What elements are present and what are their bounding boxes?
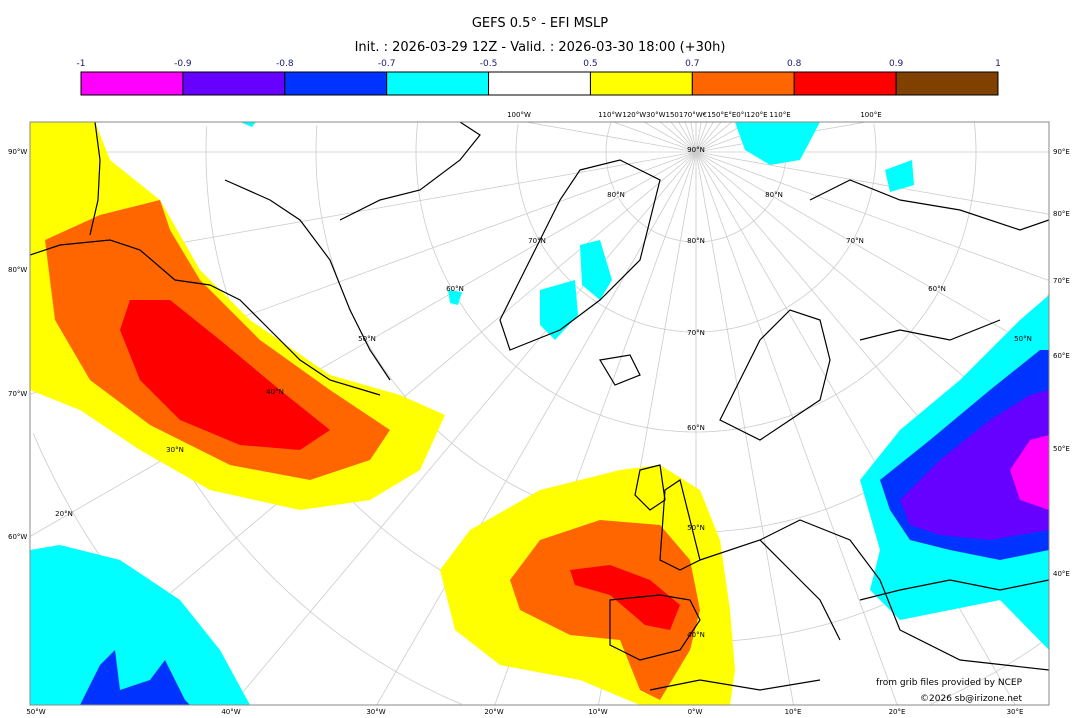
- parallel-line: [873, 123, 877, 152]
- lat-label: 50°N: [358, 335, 376, 343]
- meridian-line: [695, 122, 722, 153]
- bottom-lon-label: 0°W: [688, 708, 703, 716]
- colorbar-tick-label: 1: [995, 59, 1001, 69]
- meridian-line: [695, 151, 1016, 705]
- meridian-line: [695, 151, 794, 705]
- top-lon-label: 120°W30°W150170°W€150°E°E0°I120°E: [622, 111, 767, 119]
- efi-field-small-negative: [240, 122, 914, 340]
- meridian-line: [659, 122, 697, 153]
- lat-label: 30°N: [166, 446, 184, 454]
- left-lon-label: 60°W: [8, 533, 27, 541]
- meridian-line: [670, 122, 697, 153]
- lat-label: 80°N: [607, 191, 625, 199]
- colorbar-tick-label: -0.8: [276, 59, 294, 69]
- colorbar-tick-label: 0.9: [889, 59, 904, 69]
- efi-field-southwest-negative: [30, 545, 250, 705]
- top-lon-label: 100°E: [860, 111, 881, 119]
- credits-copyright: ©2026 sb@irizone.net: [920, 694, 1022, 704]
- left-lon-label: 70°W: [8, 390, 27, 398]
- parallel-line: [605, 122, 787, 243]
- meridian-line: [684, 122, 697, 153]
- figure-subtitle: Init. : 2026-03-29 12Z - Valid. : 2026-0…: [354, 40, 726, 55]
- colorbar: -1 -0.9 -0.8 -0.7 -0.5 0.5 0.7 0.8 0.9 1: [77, 59, 1001, 96]
- credits-source: from grib files provided by NCEP: [876, 678, 1023, 688]
- colorbar-tick-label: -1: [77, 59, 86, 69]
- bottom-lon-label: 10°W: [588, 708, 607, 716]
- meridian-line: [695, 151, 898, 705]
- bottom-lon-label: 30°E: [1007, 708, 1024, 716]
- meridian-line: [695, 122, 733, 153]
- meridian-line: [695, 151, 1049, 281]
- lat-label: 80°N: [687, 237, 705, 245]
- parallel-line: [515, 123, 877, 333]
- bottom-lon-label: 30°W: [366, 708, 385, 716]
- parallel-line: [974, 122, 977, 152]
- coastlines: [30, 122, 1049, 691]
- efi-field-east-negative: [860, 295, 1049, 650]
- meridian-line: [695, 151, 1049, 357]
- right-lon-label: 40°E: [1053, 570, 1070, 578]
- right-lon-label: 50°E: [1053, 445, 1070, 453]
- right-lon-label: 60°E: [1053, 352, 1070, 360]
- colorbar-tick-label: 0.5: [583, 59, 597, 69]
- bottom-lon-label: 10°E: [785, 708, 802, 716]
- parallel-line: [415, 122, 977, 433]
- colorbar-tick-label: 0.8: [787, 59, 802, 69]
- lat-label: 40°N: [266, 388, 284, 396]
- lat-label: 70°N: [687, 329, 705, 337]
- efi-field-west-positive: [30, 122, 445, 510]
- lat-label: 50°N: [687, 524, 705, 532]
- efi-field-atlantic-positive: [440, 465, 735, 705]
- top-lon-label: 110°E: [769, 111, 790, 119]
- meridian-line: [376, 151, 697, 705]
- lat-label: 70°N: [528, 237, 546, 245]
- lat-label: 20°N: [55, 510, 73, 518]
- meridian-line: [695, 122, 708, 153]
- meridian-line: [613, 122, 697, 153]
- map-frame: [29, 121, 1050, 706]
- meridian-line: [643, 122, 697, 153]
- meridian-line: [678, 122, 697, 153]
- left-lon-label: 90°W: [8, 148, 27, 156]
- meridian-line: [525, 122, 697, 153]
- top-lon-label: 100°W: [507, 111, 531, 119]
- meridian-line: [690, 122, 697, 153]
- right-lon-label: 90°E: [1053, 148, 1070, 156]
- lat-label: 70°N: [846, 237, 864, 245]
- right-lon-label: 70°E: [1053, 277, 1070, 285]
- colorbar-tick-label: -0.9: [174, 59, 192, 69]
- lat-label: 90°N: [687, 146, 705, 154]
- lat-label: 50°N: [1014, 335, 1032, 343]
- meridian-line: [695, 122, 714, 153]
- meridian-line: [231, 151, 697, 705]
- meridian-line: [695, 122, 702, 153]
- bottom-lon-label: 40°W: [221, 708, 240, 716]
- parallel-line: [930, 637, 1049, 705]
- lat-label: 60°N: [928, 285, 946, 293]
- lat-label: 60°N: [446, 285, 464, 293]
- colorbar-tick-label: -0.5: [480, 59, 498, 69]
- right-lon-label: 80°E: [1053, 210, 1070, 218]
- lat-label: 80°N: [765, 191, 783, 199]
- left-lon-label: 80°W: [8, 266, 27, 274]
- bottom-lon-label: 20°E: [889, 708, 906, 716]
- meridian-line: [695, 151, 1049, 215]
- meridian-line: [30, 151, 697, 537]
- bottom-lon-label: 20°W: [484, 708, 503, 716]
- top-lon-label: 110°W: [598, 111, 622, 119]
- lat-label: 40°N: [687, 631, 705, 639]
- bottom-lon-label: 50°W: [26, 708, 45, 716]
- figure-title: GEFS 0.5° - EFI MSLP: [471, 16, 609, 31]
- lat-label: 60°N: [687, 424, 705, 432]
- colorbar-tick-label: 0.7: [685, 59, 699, 69]
- colorbar-tick-label: -0.7: [378, 59, 396, 69]
- colorbar-segment: [895, 71, 999, 96]
